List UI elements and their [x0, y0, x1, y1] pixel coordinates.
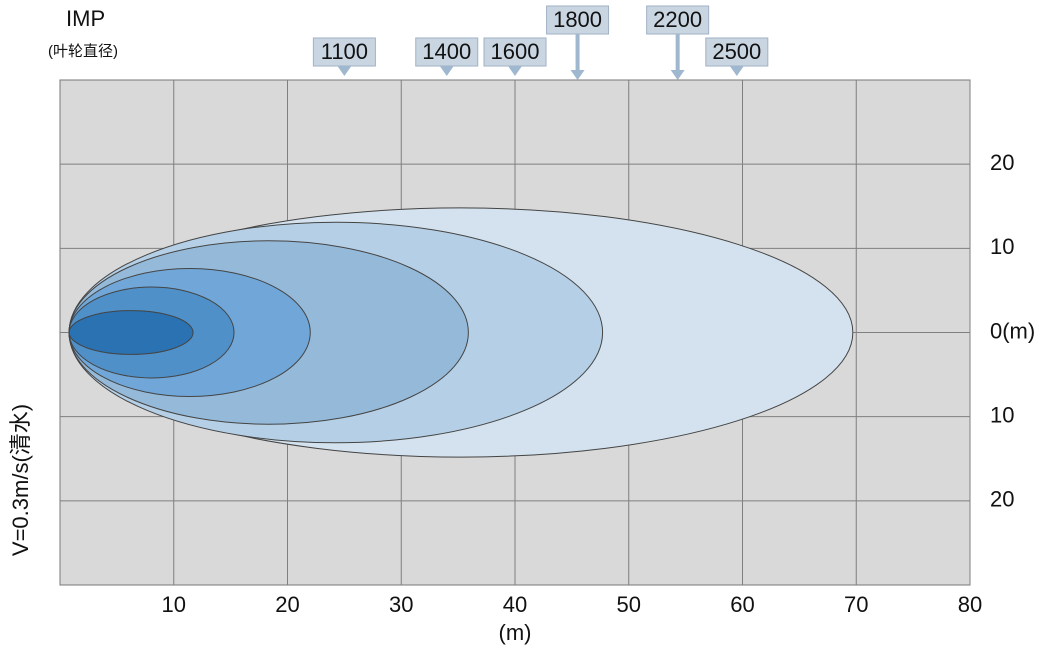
legend-label: 1800	[553, 7, 602, 32]
chart-subtitle: (叶轮直径)	[48, 43, 118, 60]
x-axis-label: (m)	[499, 620, 532, 645]
legend-pointer	[729, 66, 744, 76]
x-tick-label: 10	[162, 592, 186, 617]
y-tick-label: 20	[990, 487, 1014, 512]
x-tick-label: 70	[844, 592, 868, 617]
legend-label: 2500	[712, 39, 761, 64]
flow-ellipse	[68, 310, 194, 355]
legend-box	[705, 37, 769, 67]
x-tick-label: 30	[389, 592, 413, 617]
legend-label: 1400	[422, 39, 471, 64]
chart-title: IMP	[66, 6, 105, 31]
x-tick-label: 60	[730, 592, 754, 617]
legend-pointer	[337, 66, 352, 76]
legend-pointer	[508, 66, 522, 76]
y-tick-label: 10	[990, 402, 1014, 427]
y-tick-label: 0(m)	[990, 318, 1035, 343]
x-tick-label: 40	[503, 592, 527, 617]
x-tick-label: 80	[958, 592, 982, 617]
y-axis-label: V=0.3m/s(清水)	[8, 404, 33, 556]
legend-pointer	[570, 34, 585, 80]
legend-box	[646, 5, 710, 35]
legend-label: 1600	[491, 39, 540, 64]
legend-label: 1100	[321, 39, 368, 64]
y-tick-label: 20	[990, 150, 1014, 175]
x-tick-label: 50	[617, 592, 641, 617]
y-tick-label: 10	[990, 234, 1014, 259]
legend-label: 2200	[653, 7, 702, 32]
legend-pointer	[439, 66, 454, 76]
legend-box	[546, 5, 610, 35]
x-tick-label: 20	[275, 592, 299, 617]
legend-pointer	[670, 34, 685, 80]
